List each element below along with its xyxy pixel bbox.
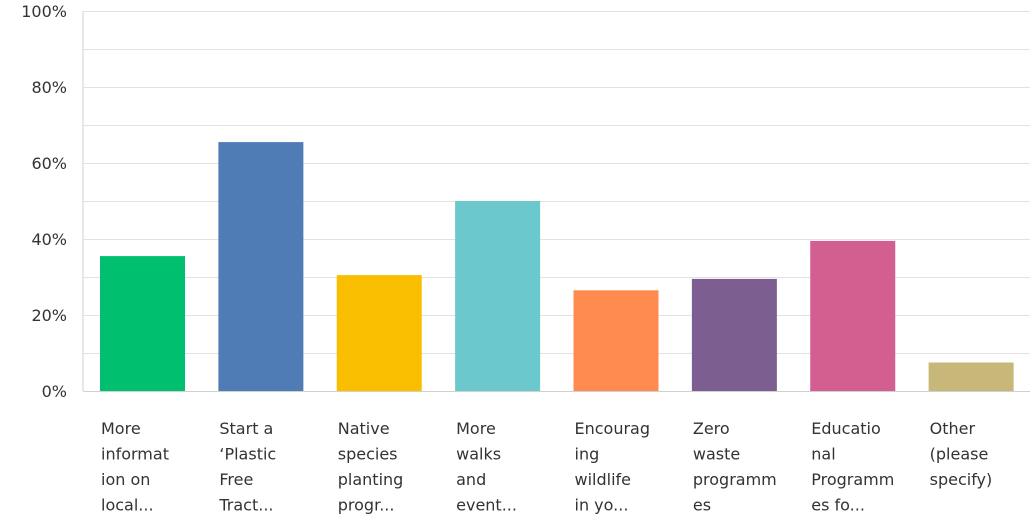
y-tick-label: 100%: [21, 2, 67, 21]
bar[interactable]: [100, 256, 185, 391]
x-category-label: Native species planting progr...: [338, 419, 404, 515]
x-category-label: Other (please specify): [930, 419, 993, 489]
bar[interactable]: [810, 240, 896, 391]
x-category-label: More informat ion on local...: [101, 419, 169, 515]
bar[interactable]: [691, 278, 777, 391]
y-tick-label: 40%: [31, 230, 67, 249]
bar[interactable]: [218, 142, 304, 391]
x-category-label: Start a ‘Plastic Free Tract...: [218, 419, 276, 515]
bar[interactable]: [573, 290, 659, 391]
x-category-label: Encourag ing wildlife in yo...: [575, 419, 651, 515]
y-tick-label: 0%: [42, 382, 67, 401]
y-tick-label: 80%: [31, 78, 67, 97]
bar[interactable]: [928, 362, 1014, 392]
x-category-label: Zero waste programm es: [693, 419, 777, 515]
bar[interactable]: [336, 275, 422, 391]
y-tick-label: 60%: [31, 154, 67, 173]
bar[interactable]: [455, 201, 541, 391]
y-tick-label: 20%: [31, 306, 67, 325]
x-category-label: Educatio nal Programm es fo...: [811, 419, 894, 515]
x-category-label: More walks and event...: [456, 419, 517, 515]
